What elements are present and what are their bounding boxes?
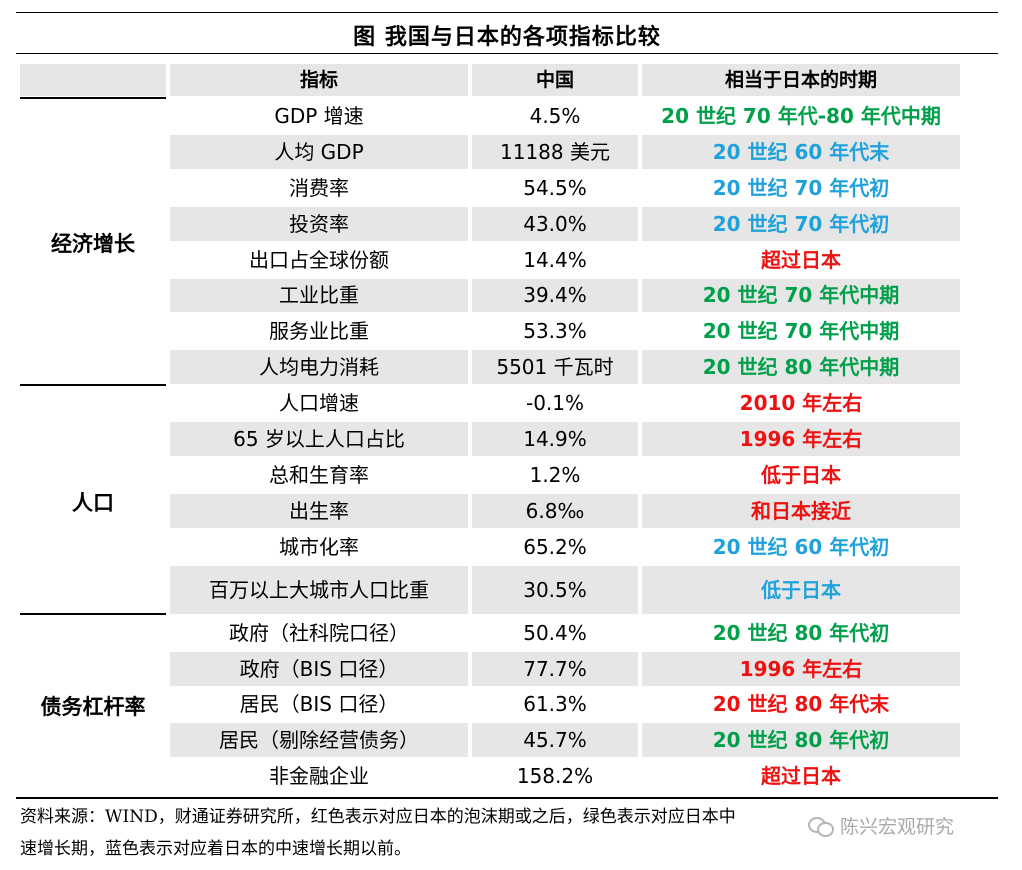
table-row: 非金融企业 158.2% 超过日本: [0, 759, 1022, 795]
title-bar: 图 我国与日本的各项指标比较: [16, 12, 998, 54]
table-row: 出生率 6.8‰ 和日本接近: [0, 494, 1022, 530]
indicator-cell: 服务业比重: [269, 319, 369, 343]
header-category-blank: [20, 64, 166, 96]
table-row: 总和生育率 1.2% 低于日本: [0, 458, 1022, 494]
japan-period-cell: 20 世纪 80 年代中期: [642, 350, 960, 384]
indicator-cell: 城市化率: [279, 535, 359, 559]
china-value-cell: 6.8‰: [472, 494, 638, 528]
indicator-cell: 居民（剔除经营债务）: [170, 723, 468, 757]
china-value-cell: 14.4%: [523, 248, 587, 272]
china-value-cell: -0.1%: [525, 391, 585, 415]
header-indicator: 指标: [170, 64, 468, 96]
table-title: 图 我国与日本的各项指标比较: [353, 24, 661, 50]
japan-period-cell: 20 世纪 70 年代中期: [642, 279, 960, 312]
table-row: 服务业比重 53.3% 20 世纪 70 年代中期: [0, 314, 1022, 350]
indicator-cell: 人均电力消耗: [170, 350, 468, 384]
category-divider: [20, 97, 166, 99]
category-divider: [20, 384, 166, 386]
china-value-cell: 61.3%: [523, 692, 587, 716]
japan-period-cell: 20 世纪 70 年代初: [712, 176, 890, 200]
china-value-cell: 39.4%: [472, 279, 638, 312]
table-row: 出口占全球份额 14.4% 超过日本: [0, 243, 1022, 279]
china-value-cell: 1.2%: [529, 463, 581, 487]
table-row: 人均电力消耗 5501 千瓦时 20 世纪 80 年代中期: [0, 350, 1022, 386]
japan-period-cell: 和日本接近: [642, 494, 960, 528]
table-row: GDP 增速 4.5% 20 世纪 70 年代-80 年代中期: [0, 99, 1022, 135]
japan-period-cell: 低于日本: [761, 463, 841, 487]
indicator-cell: 居民（BIS 口径）: [239, 692, 399, 716]
china-value-cell: 158.2%: [516, 764, 594, 788]
wechat-icon: [808, 815, 834, 837]
japan-period-cell: 20 世纪 60 年代初: [712, 535, 890, 559]
indicator-cell: 百万以上大城市人口比重: [170, 566, 468, 614]
china-value-cell: 4.5%: [529, 104, 581, 128]
table-bottom-rule: [16, 797, 998, 799]
japan-period-cell: 20 世纪 70 年代中期: [702, 319, 900, 343]
watermark: 陈兴宏观研究: [808, 812, 954, 839]
japan-period-cell: 2010 年左右: [739, 391, 863, 415]
footnote-line-1: 资料来源：WIND，财通证券研究所，红色表示对应日本的泡沫期或之后，绿色表示对应…: [20, 807, 736, 827]
table-row: 居民（BIS 口径） 61.3% 20 世纪 80 年代末: [0, 688, 1022, 723]
table-row: 政府（BIS 口径） 77.7% 1996 年左右: [0, 652, 1022, 688]
japan-period-cell: 20 世纪 80 年代初: [642, 723, 960, 757]
china-value-cell: 43.0%: [472, 207, 638, 241]
category-divider: [20, 613, 166, 615]
china-value-cell: 11188 美元: [472, 135, 638, 169]
indicator-cell: 政府（BIS 口径）: [170, 652, 468, 686]
japan-period-cell: 1996 年左右: [642, 422, 960, 456]
table-row: 政府（社科院口径） 50.4% 20 世纪 80 年代初: [0, 616, 1022, 652]
china-value-cell: 77.7%: [472, 652, 638, 686]
china-value-cell: 30.5%: [472, 566, 638, 614]
indicator-cell: 65 岁以上人口占比: [170, 422, 468, 456]
table-row: 人口增速 -0.1% 2010 年左右: [0, 386, 1022, 422]
indicator-cell: 出生率: [170, 494, 468, 528]
china-value-cell: 54.5%: [523, 176, 587, 200]
japan-period-cell: 超过日本: [761, 764, 841, 788]
japan-period-cell: 20 世纪 80 年代末: [712, 692, 890, 716]
category-debt: 债务杠杆率: [40, 695, 146, 719]
japan-period-cell: 低于日本: [642, 566, 960, 614]
indicator-cell: 工业比重: [170, 279, 468, 312]
indicator-cell: 总和生育率: [269, 463, 369, 487]
china-value-cell: 65.2%: [523, 535, 587, 559]
table-row: 工业比重 39.4% 20 世纪 70 年代中期: [0, 279, 1022, 314]
indicator-cell: 投资率: [170, 207, 468, 241]
table-row: 投资率 43.0% 20 世纪 70 年代初: [0, 207, 1022, 243]
japan-period-cell: 20 世纪 70 年代初: [642, 207, 960, 241]
china-value-cell: 5501 千瓦时: [472, 350, 638, 384]
footnote-line-2: 速增长期，蓝色表示对应着日本的中速增长期以前。: [20, 839, 411, 859]
watermark-text: 陈兴宏观研究: [840, 816, 955, 838]
indicator-cell: 出口占全球份额: [249, 248, 389, 272]
china-value-cell: 45.7%: [472, 723, 638, 757]
indicator-cell: 非金融企业: [269, 764, 369, 788]
header-japan-period: 相当于日本的时期: [642, 64, 960, 96]
indicator-cell: 政府（社科院口径）: [229, 621, 409, 645]
japan-period-cell: 1996 年左右: [642, 652, 960, 686]
indicator-cell: 消费率: [289, 176, 349, 200]
japan-period-cell: 20 世纪 60 年代末: [642, 135, 960, 169]
table-row: 人均 GDP 11188 美元 20 世纪 60 年代末: [0, 135, 1022, 171]
table-row: 城市化率 65.2% 20 世纪 60 年代初: [0, 530, 1022, 566]
japan-period-cell: 20 世纪 70 年代-80 年代中期: [661, 104, 941, 128]
category-population: 人口: [72, 491, 114, 515]
china-value-cell: 50.4%: [523, 621, 587, 645]
category-economy: 经济增长: [51, 232, 135, 256]
japan-period-cell: 20 世纪 80 年代初: [712, 621, 890, 645]
china-value-cell: 53.3%: [523, 319, 587, 343]
indicator-cell: GDP 增速: [274, 104, 364, 128]
table-row: 65 岁以上人口占比 14.9% 1996 年左右: [0, 422, 1022, 458]
japan-period-cell: 超过日本: [761, 248, 841, 272]
table-row: 居民（剔除经营债务） 45.7% 20 世纪 80 年代初: [0, 723, 1022, 759]
table-row: 百万以上大城市人口比重 30.5% 低于日本: [0, 566, 1022, 616]
header-china: 中国: [472, 64, 638, 96]
table-header: 指标 中国 相当于日本的时期: [0, 64, 1022, 96]
china-value-cell: 14.9%: [472, 422, 638, 456]
table-row: 消费率 54.5% 20 世纪 70 年代初: [0, 171, 1022, 207]
indicator-cell: 人均 GDP: [170, 135, 468, 169]
indicator-cell: 人口增速: [279, 391, 359, 415]
